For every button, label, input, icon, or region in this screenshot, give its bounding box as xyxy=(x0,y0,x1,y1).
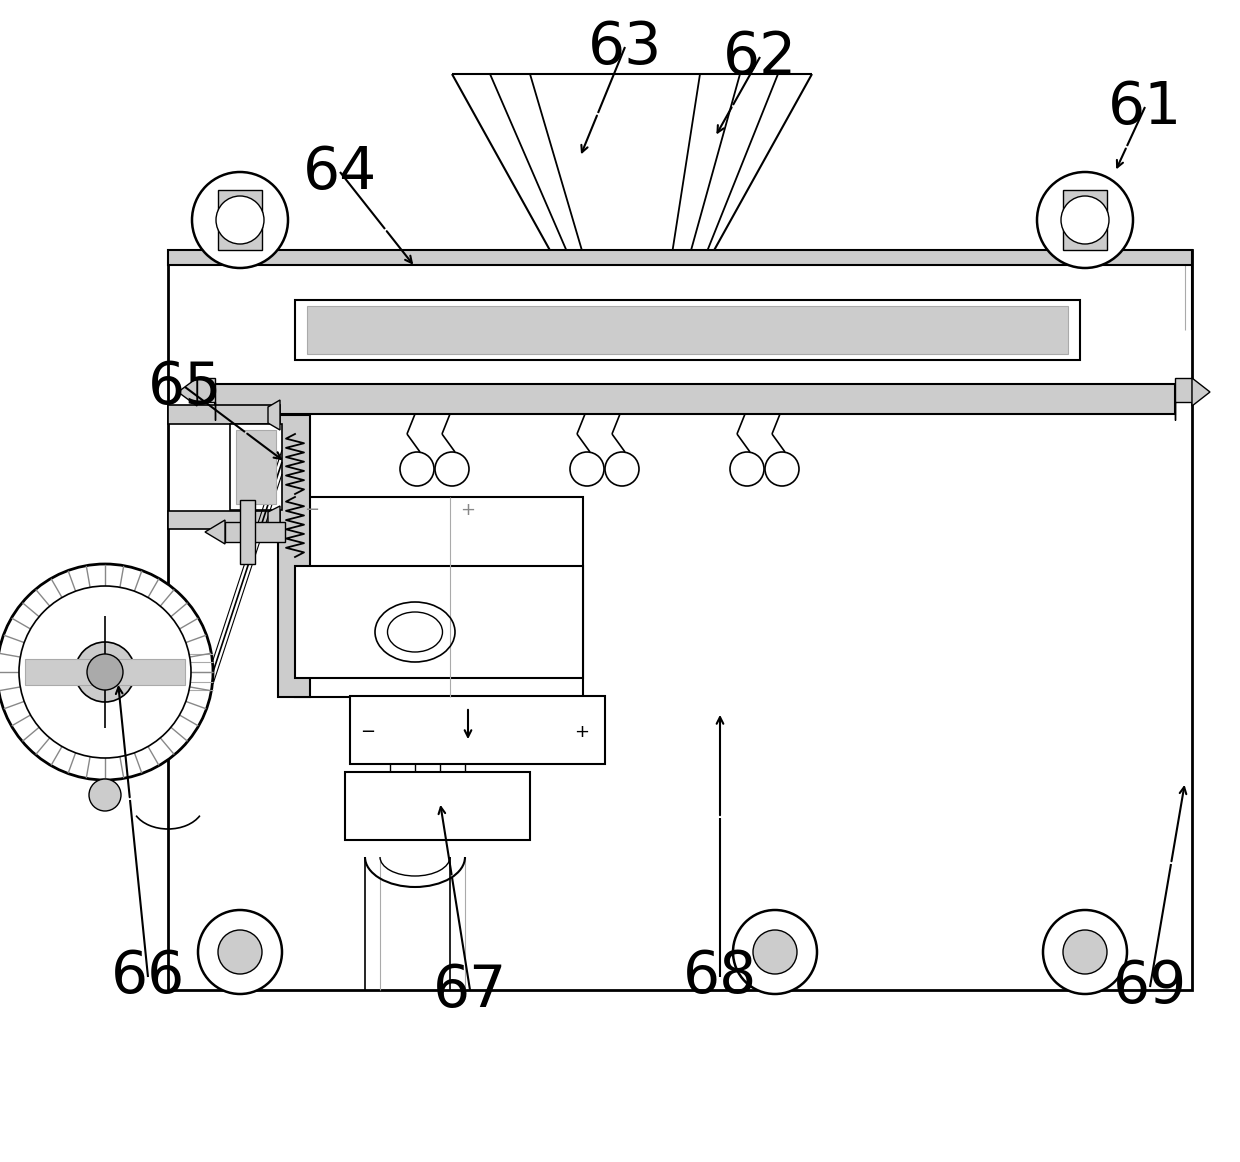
Bar xyxy=(167,406,280,424)
Text: 69: 69 xyxy=(1112,959,1187,1016)
Circle shape xyxy=(1061,196,1109,244)
Circle shape xyxy=(0,564,213,780)
Circle shape xyxy=(218,930,262,974)
Text: 65: 65 xyxy=(148,359,222,416)
Circle shape xyxy=(1043,910,1127,994)
Polygon shape xyxy=(179,378,197,406)
Polygon shape xyxy=(1176,378,1192,419)
Circle shape xyxy=(435,452,469,486)
Polygon shape xyxy=(224,522,285,541)
Polygon shape xyxy=(1192,378,1210,406)
Bar xyxy=(25,659,185,686)
Circle shape xyxy=(605,452,639,486)
Circle shape xyxy=(401,452,434,486)
Text: 61: 61 xyxy=(1107,79,1182,136)
Circle shape xyxy=(89,779,122,811)
Polygon shape xyxy=(268,505,280,535)
Text: 68: 68 xyxy=(683,948,758,1005)
Circle shape xyxy=(87,654,123,690)
Circle shape xyxy=(19,586,191,758)
Bar xyxy=(236,430,277,504)
Polygon shape xyxy=(241,500,255,564)
Bar xyxy=(167,511,280,529)
Bar xyxy=(308,306,1068,354)
Bar xyxy=(295,300,1080,360)
Bar xyxy=(1063,191,1107,250)
Polygon shape xyxy=(197,378,215,419)
Bar xyxy=(350,696,605,763)
Circle shape xyxy=(1063,930,1107,974)
Circle shape xyxy=(216,196,264,244)
Circle shape xyxy=(1037,172,1133,268)
Circle shape xyxy=(730,452,764,486)
Circle shape xyxy=(733,910,817,994)
Text: −: − xyxy=(361,723,376,741)
Bar xyxy=(218,191,262,250)
Bar xyxy=(229,424,281,510)
Circle shape xyxy=(192,172,288,268)
Bar xyxy=(278,415,310,697)
Bar xyxy=(167,250,1192,990)
Polygon shape xyxy=(205,521,224,544)
Text: +: + xyxy=(574,723,589,741)
Text: +: + xyxy=(460,501,475,519)
Text: 62: 62 xyxy=(723,29,797,86)
Bar xyxy=(215,383,1176,414)
Text: 64: 64 xyxy=(303,143,377,201)
Text: −: − xyxy=(305,501,320,519)
Text: 67: 67 xyxy=(433,961,507,1019)
Circle shape xyxy=(753,930,797,974)
Bar xyxy=(167,250,1192,265)
Circle shape xyxy=(570,452,604,486)
Circle shape xyxy=(74,641,135,702)
Text: 63: 63 xyxy=(588,19,662,76)
Polygon shape xyxy=(268,400,280,430)
Circle shape xyxy=(765,452,799,486)
Circle shape xyxy=(198,910,281,994)
Bar xyxy=(345,772,529,840)
Bar xyxy=(295,497,583,697)
Bar xyxy=(295,566,583,677)
Text: 66: 66 xyxy=(110,948,185,1005)
